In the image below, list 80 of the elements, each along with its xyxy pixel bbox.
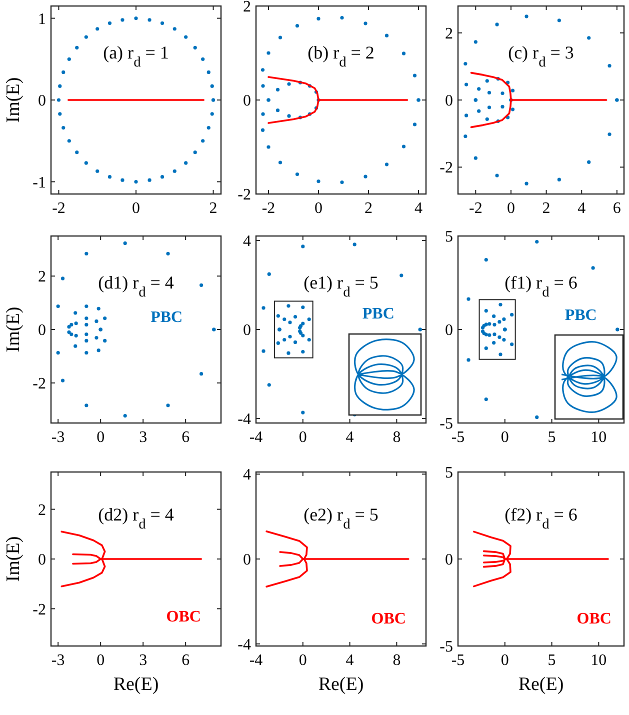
text: (f1) r$_{d}$ = 6 [504,272,578,300]
y-tick-label: 2 [38,268,46,286]
x-tick-label: -2 [52,200,66,217]
y-tick-label: -4 [238,636,251,654]
x-tick-label: 4 [346,429,354,446]
y-tick-label: 5 [445,228,453,246]
x-tick-label: 5 [548,429,556,446]
text: (e1) r$_{d}$ = 5 [304,272,378,300]
x-tick-label: 0 [314,200,322,217]
x-tick-label: 2 [364,200,372,217]
x-tick-label: 0 [96,429,105,446]
y-tick-label: -2 [32,376,46,393]
x-axis-title: Re(E) [113,674,159,695]
y-tick-label: 0 [445,92,453,110]
x-tick-label: 3 [139,652,148,669]
text: (b) r$_{d}$ = 2 [308,42,374,71]
x-tick-label: 2 [209,200,218,217]
annotation: PBC [564,307,597,324]
x-tick-label: 8 [392,652,401,669]
y-tick-label: 0 [445,322,453,340]
x-tick-label: 0 [298,652,307,669]
text: (f2) r$_{d}$ = 6 [504,504,578,533]
y-tick-label: 0 [243,552,251,569]
y-tick-label: 0 [243,322,251,340]
x-tick-label: 0 [506,200,515,217]
y-tick-label: 2 [445,25,453,42]
x-tick-label: 0 [298,429,307,446]
y-tick-label: -5 [440,638,453,656]
x-tick-label: 0 [96,652,105,669]
y-tick-label: 5 [445,464,453,482]
y-tick-label: 0 [445,552,453,569]
y-tick-label: -4 [238,411,251,428]
x-tick-label: 4 [414,200,422,217]
annotation: PBC [150,309,183,326]
y-tick-label: 4 [243,466,251,484]
x-tick-label: 6 [182,652,190,669]
annotation: PBC [362,305,394,322]
y-axis-title: Im(E) [3,306,24,352]
x-tick-label: 10 [590,652,607,669]
x-tick-label: 3 [139,429,148,446]
y-tick-label: 1 [38,10,46,28]
annotation: OBC [576,610,612,628]
annotation: OBC [371,610,406,628]
text: (d2) r$_{d}$ = 4 [98,504,174,533]
y-tick-label: -2 [440,160,453,177]
x-tick-label: 6 [612,200,621,217]
y-tick-label: -5 [440,416,453,433]
y-tick-label: 4 [243,233,251,250]
y-axis-title: Im(E) [3,77,24,123]
y-tick-label: 0 [243,92,251,110]
y-tick-label: 0 [38,92,46,110]
x-axis-title: Re(E) [318,674,364,695]
x-tick-label: 4 [346,652,354,669]
y-tick-label: 0 [38,552,46,569]
x-tick-label: -2 [468,200,482,217]
x-tick-label: -3 [51,429,65,446]
x-tick-label: 0 [500,429,509,446]
x-tick-label: 4 [578,200,586,217]
text: (d1) r$_{d}$ = 4 [98,272,174,300]
y-axis-title: Im(E) [3,536,24,582]
x-axis-title: Re(E) [518,674,564,695]
x-tick-label: 5 [548,652,556,669]
x-tick-label: 10 [590,429,607,446]
text: (c) r$_{d}$ = 3 [508,42,574,71]
y-tick-label: 2 [243,0,251,16]
x-tick-label: 6 [182,429,190,446]
y-tick-label: -2 [238,186,251,204]
text: (e2) r$_{d}$ = 5 [304,504,378,533]
x-tick-label: -3 [51,652,65,669]
x-tick-label: -2 [262,200,276,217]
annotation: OBC [166,608,201,626]
y-tick-label: 0 [38,322,46,340]
x-tick-label: 0 [132,200,140,217]
x-tick-label: 2 [542,200,550,217]
x-tick-label: 8 [392,429,401,446]
y-tick-label: 2 [38,502,46,519]
text: (a) r$_{d}$ = 1 [103,42,169,71]
x-tick-label: 0 [500,652,509,669]
y-tick-label: -1 [32,174,46,192]
y-tick-label: -2 [32,601,46,618]
